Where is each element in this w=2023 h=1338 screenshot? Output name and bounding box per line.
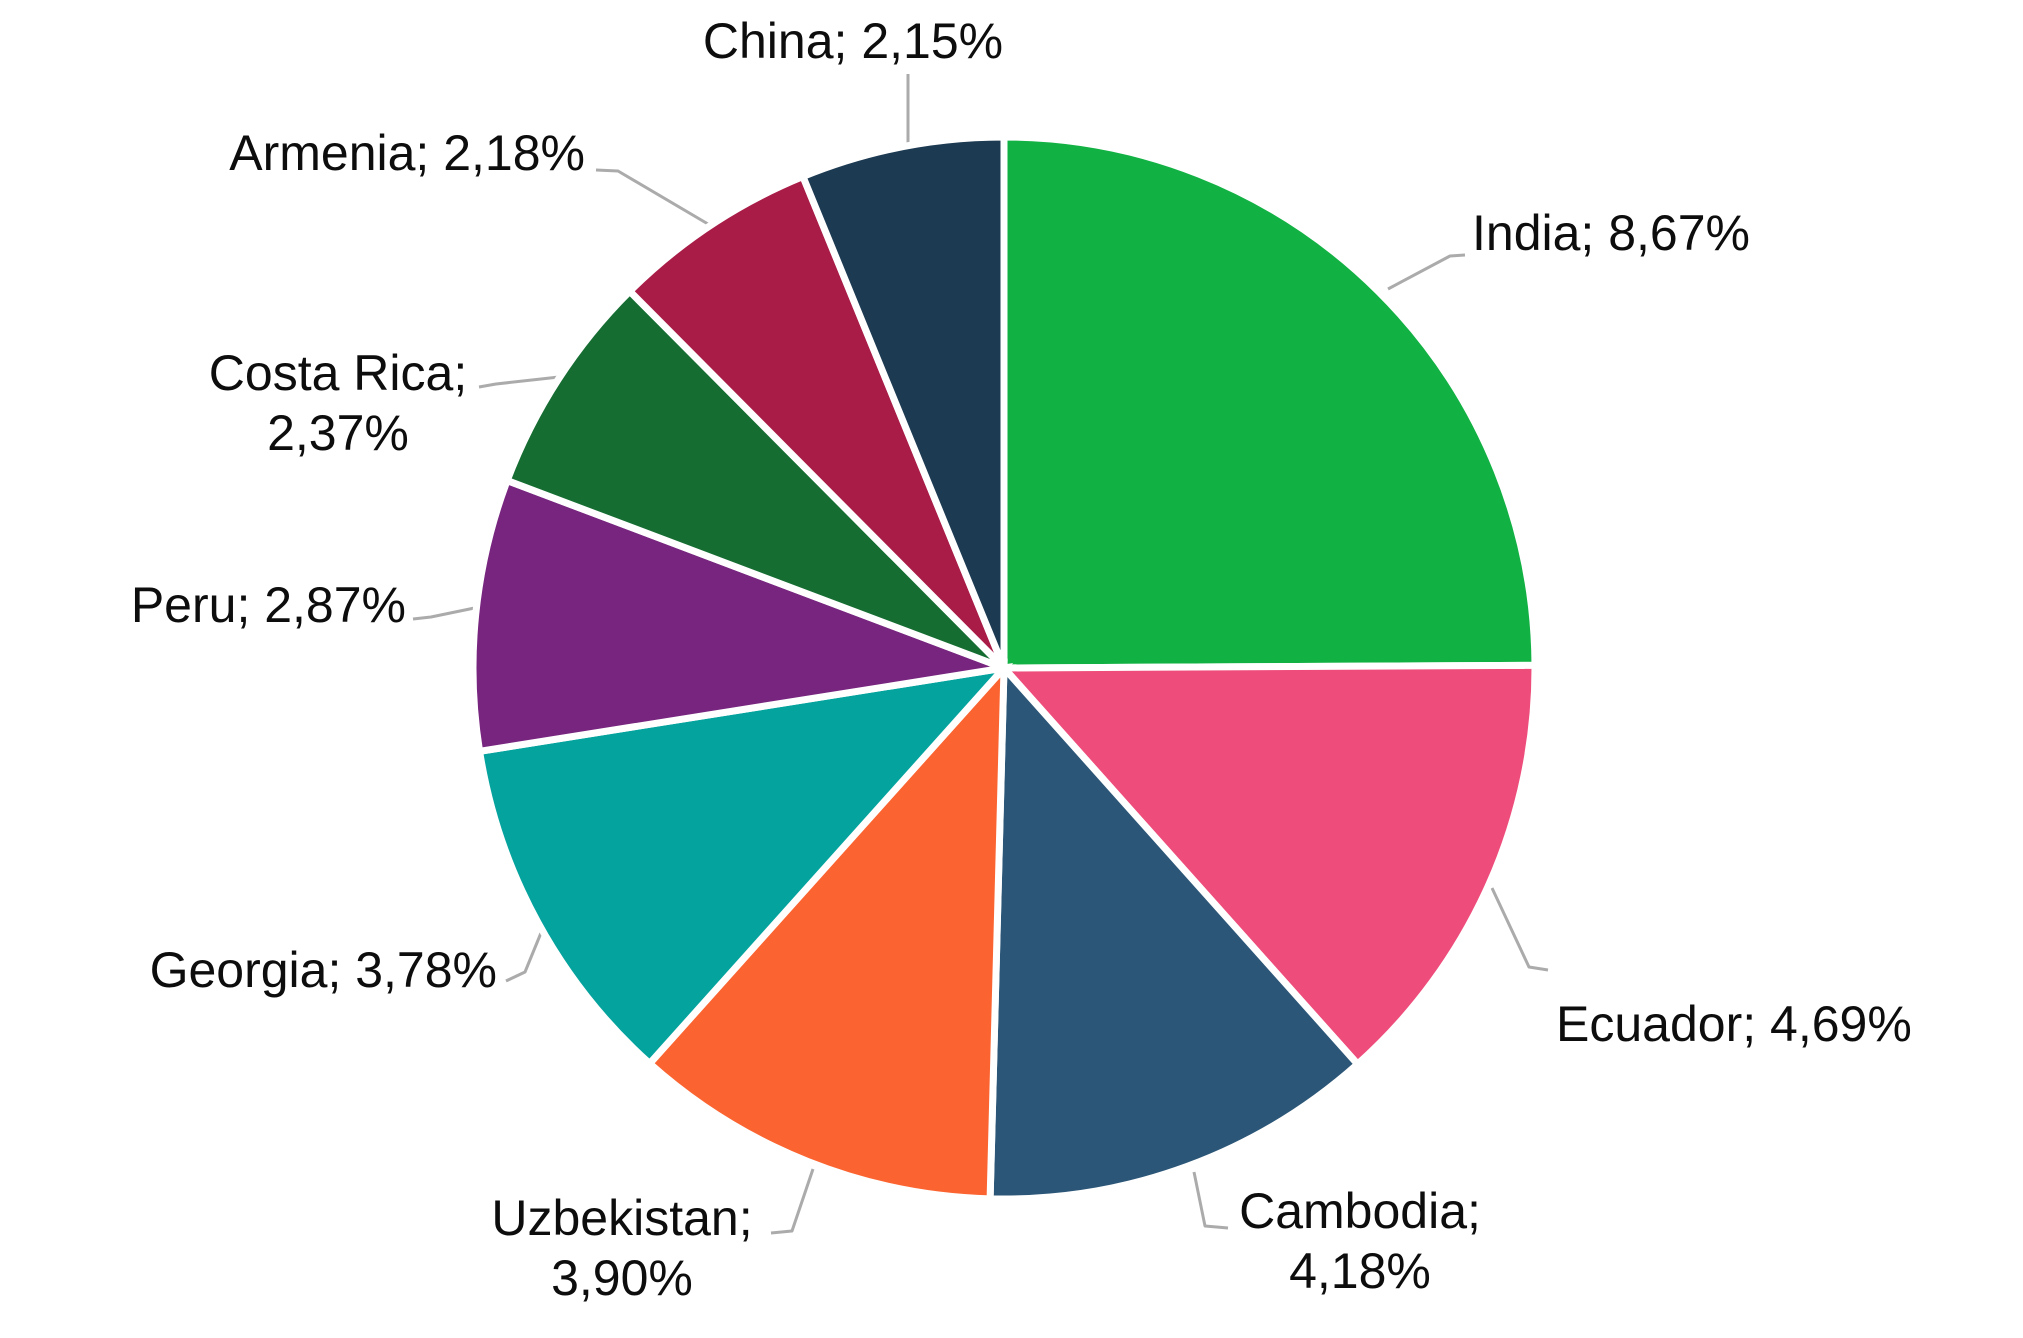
slice-label-cambodia-line2: 4,18% (1289, 1243, 1431, 1299)
slice-label-georgia: Georgia; 3,78% (150, 942, 497, 998)
leader-line-cambodia (1192, 1171, 1229, 1230)
leader-line-ecuador (1490, 887, 1549, 972)
pie-slice-china[interactable] (798, 133, 1008, 670)
leader-lines-group (412, 74, 1549, 1235)
pie-slice-ecuador[interactable] (996, 661, 1539, 1070)
leader-line-georgia (505, 927, 545, 983)
slice-label-costa-rica-line1: Costa Rica; (209, 345, 467, 401)
slice-label-uzbekistan-line1: Uzbekistan; (491, 1190, 752, 1246)
leader-line-costa-rica (478, 375, 560, 389)
slice-label-peru: Peru; 2,87% (131, 577, 406, 633)
slice-label-china: China; 2,15% (703, 13, 1003, 69)
pie-slice-costa-rica[interactable] (502, 286, 1007, 672)
pie-slice-india[interactable] (1000, 133, 1539, 672)
pie-slices-group (469, 133, 1539, 1203)
pie-slice-armenia[interactable] (624, 171, 1008, 671)
slice-label-india: India; 8,67% (1472, 205, 1750, 261)
pie-slice-uzbekistan[interactable] (644, 658, 1008, 1203)
slice-label-costa-rica-line2: 2,37% (267, 405, 409, 461)
pie-slice-georgia[interactable] (475, 662, 1014, 1069)
leader-line-india (1387, 253, 1466, 291)
slice-label-cambodia-line1: Cambodia; (1239, 1183, 1481, 1239)
leader-line-armenia (595, 168, 709, 226)
leader-line-uzbekistan (770, 1168, 815, 1235)
pie-slice-peru[interactable] (469, 476, 1018, 756)
slice-label-uzbekistan-line2: 3,90% (551, 1250, 693, 1306)
leader-line-peru (412, 603, 490, 621)
slice-labels-group: India; 8,67% Ecuador; 4,69% Cambodia;4,18%… (131, 13, 1912, 1306)
pie-slice-cambodia[interactable] (986, 659, 1363, 1203)
slice-label-armenia: Armenia; 2,18% (229, 125, 585, 181)
slice-label-ecuador: Ecuador; 4,69% (1556, 996, 1912, 1052)
